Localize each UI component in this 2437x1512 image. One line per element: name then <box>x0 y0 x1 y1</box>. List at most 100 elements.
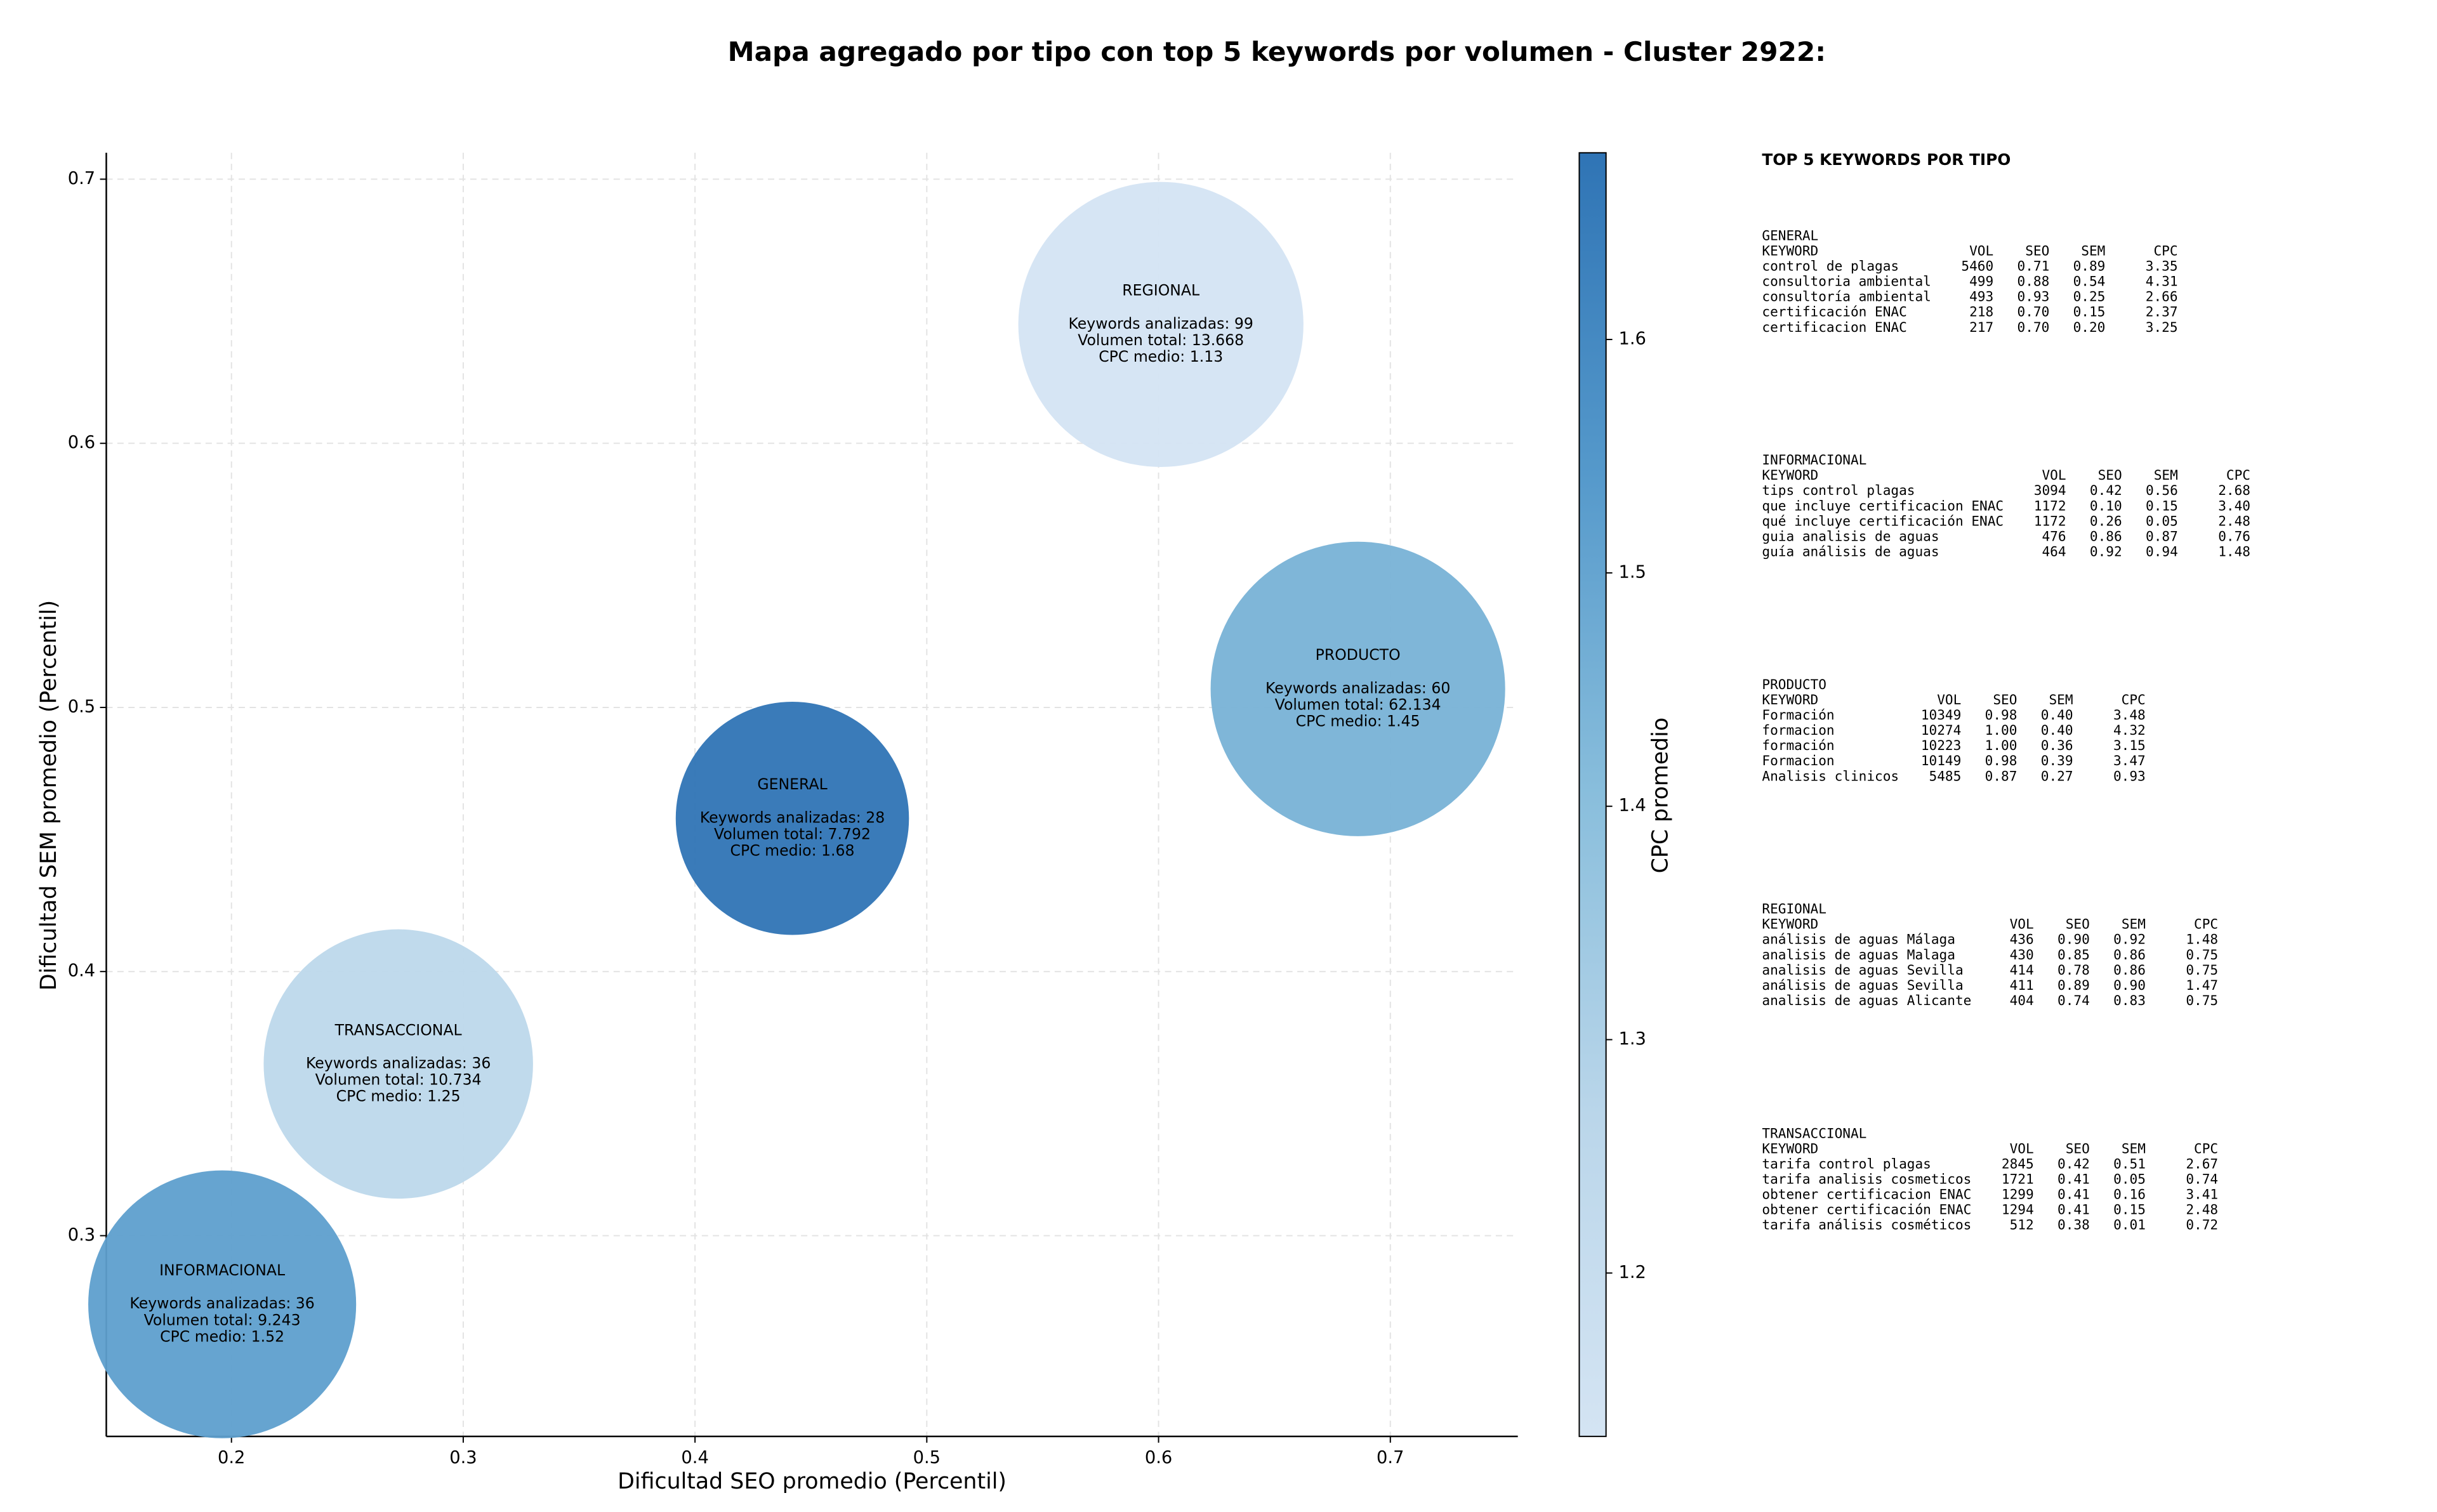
group-title: GENERAL <box>1762 227 1818 243</box>
table-cell: 0.83 <box>2113 992 2146 1008</box>
table-header: SEM <box>2049 692 2073 707</box>
table-cell: 0.87 <box>2146 528 2178 544</box>
group-title: TRANSACCIONAL <box>1762 1125 1866 1141</box>
table-cell: 217 <box>1969 319 1993 335</box>
table-cell: 2.67 <box>2186 1155 2218 1171</box>
table-cell: 1721 <box>2002 1171 2034 1187</box>
table-cell: 0.10 <box>2090 497 2122 513</box>
table-cell: obtener certificacion ENAC <box>1762 1187 1971 1202</box>
table-cell: 0.72 <box>2186 1217 2218 1233</box>
table-header: VOL <box>2010 916 2034 932</box>
table-header: VOL <box>2042 467 2066 483</box>
table-cell: 1172 <box>2034 513 2066 529</box>
table-cell: 0.41 <box>2057 1171 2090 1187</box>
table-cell: 0.85 <box>2057 947 2090 963</box>
table-cell: guia analisis de aguas <box>1762 528 1939 544</box>
bubble-label: Volumen total: 7.792 <box>714 825 871 843</box>
table-cell: 0.78 <box>2057 962 2090 978</box>
table-cell: 0.54 <box>2073 273 2106 289</box>
bubble <box>88 1170 357 1438</box>
table-cell: 0.92 <box>2090 544 2122 560</box>
table-cell: que incluye certificacion ENAC <box>1762 497 2004 513</box>
bubble-label: CPC medio: 1.52 <box>160 1327 284 1345</box>
table-cell: Formacion <box>1762 753 1834 768</box>
table-cell: formación <box>1762 737 1834 753</box>
table-cell: 0.93 <box>2113 768 2146 784</box>
y-tick-label: 0.4 <box>68 961 95 981</box>
bubble <box>263 929 533 1199</box>
table-header: VOL <box>2010 1140 2034 1156</box>
table-header: CPC <box>2153 242 2177 258</box>
table-cell: 0.05 <box>2146 513 2178 529</box>
table-cell: obtener certificación ENAC <box>1762 1202 1971 1218</box>
table-cell: 411 <box>2010 977 2034 993</box>
colorbar-tick-label: 1.4 <box>1619 796 1646 815</box>
table-cell: 3.48 <box>2113 707 2146 723</box>
y-tick-label: 0.6 <box>68 433 95 452</box>
table-cell: 0.16 <box>2113 1187 2146 1202</box>
table-header: SEO <box>1993 692 2017 707</box>
table-cell: 430 <box>2010 947 2034 963</box>
bubble-label: CPC medio: 1.25 <box>336 1088 461 1105</box>
bubble-label: Keywords analizadas: 99 <box>1069 315 1253 332</box>
bubble-label: Volumen total: 9.243 <box>144 1311 301 1329</box>
table-cell: 5485 <box>1929 768 1962 784</box>
table-header: KEYWORD <box>1762 467 1818 483</box>
table-cell: 0.20 <box>2073 319 2106 335</box>
bubble-label: Volumen total: 10.734 <box>315 1070 482 1088</box>
table-cell: 0.38 <box>2057 1217 2090 1233</box>
table-header: SEO <box>2066 916 2090 932</box>
y-tick-label: 0.7 <box>68 169 95 188</box>
table-cell: 0.75 <box>2186 962 2218 978</box>
table-cell: 476 <box>2042 528 2066 544</box>
table-header: CPC <box>2226 467 2250 483</box>
bubble-label: Volumen total: 62.134 <box>1275 695 1441 713</box>
table-cell: 0.39 <box>2041 753 2073 768</box>
table-cell: 0.74 <box>2057 992 2090 1008</box>
bubble-label: CPC medio: 1.45 <box>1296 712 1420 730</box>
table-header: KEYWORD <box>1762 692 1818 707</box>
table-cell: 0.98 <box>1985 753 2018 768</box>
table-cell: 499 <box>1969 273 1993 289</box>
table-cell: 0.93 <box>2018 289 2050 305</box>
table-cell: 1.00 <box>1985 722 2018 738</box>
table-cell: 0.92 <box>2113 931 2146 947</box>
table-cell: 2.68 <box>2218 482 2250 498</box>
table-header: KEYWORD <box>1762 242 1818 258</box>
bubble-label: Keywords analizadas: 36 <box>129 1294 314 1312</box>
table-cell: 0.89 <box>2073 258 2106 274</box>
table-cell: control de plagas <box>1762 258 1899 274</box>
table-cell: 0.70 <box>2018 319 2050 335</box>
table-cell: analisis de aguas Malaga <box>1762 947 1955 963</box>
panel-title: TOP 5 KEYWORDS POR TIPO <box>1762 150 2011 169</box>
table-cell: 1.47 <box>2186 977 2218 993</box>
table-cell: 0.36 <box>2041 737 2073 753</box>
colorbar-tick-label: 1.6 <box>1619 329 1646 349</box>
table-cell: 3.35 <box>2146 258 2178 274</box>
table-cell: 0.40 <box>2041 707 2073 723</box>
table-cell: 436 <box>2010 931 2034 947</box>
table-cell: consultoría ambiental <box>1762 289 1931 305</box>
table-header: SEO <box>2025 242 2049 258</box>
table-header: SEO <box>2098 467 2122 483</box>
table-header: SEM <box>2154 467 2178 483</box>
table-cell: tips control plagas <box>1762 482 1915 498</box>
bubble-label: PRODUCTO <box>1316 646 1401 664</box>
bubble <box>675 702 909 935</box>
table-cell: 0.40 <box>2041 722 2073 738</box>
table-cell: 218 <box>1969 304 1993 320</box>
table-header: CPC <box>2194 1140 2218 1156</box>
table-header: KEYWORD <box>1762 916 1818 932</box>
table-cell: 4.32 <box>2113 722 2146 738</box>
table-cell: 0.88 <box>2018 273 2050 289</box>
table-cell: 2845 <box>2002 1155 2034 1171</box>
x-tick-label: 0.2 <box>218 1448 245 1468</box>
table-cell: guía análisis de aguas <box>1762 544 1939 560</box>
table-header: SEO <box>2066 1140 2090 1156</box>
table-cell: 0.42 <box>2090 482 2122 498</box>
table-cell: 3.41 <box>2186 1187 2218 1202</box>
y-axis-label: Dificultad SEM promedio (Percentil) <box>36 600 62 990</box>
bubble-label: INFORMACIONAL <box>159 1261 286 1279</box>
colorbar-tick-label: 1.3 <box>1619 1029 1646 1049</box>
